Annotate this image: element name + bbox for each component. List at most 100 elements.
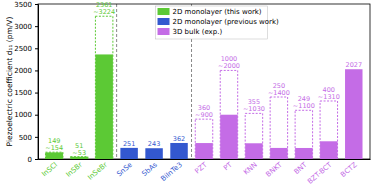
data-label: 251 [123, 140, 135, 148]
x-tick: SnSe [115, 159, 134, 178]
x-tick: KNN [242, 159, 259, 177]
bar [145, 148, 162, 159]
data-label: 243 [148, 140, 160, 148]
data-label: ~1100 [293, 102, 315, 110]
x-tick: BNT [293, 159, 310, 176]
y-tick-label: 3000 [14, 23, 32, 31]
legend-swatch [158, 8, 170, 15]
x-tick: BCTZ [339, 159, 359, 179]
bar-upper [95, 16, 112, 159]
data-label: ~2000 [218, 62, 240, 70]
y-tick-mark [35, 159, 38, 160]
y-tick-mark [35, 26, 38, 27]
x-tick-label: BNT [293, 160, 310, 176]
data-label: ~1310 [318, 93, 340, 101]
plot: 0 500 1000 1500 2000 2500 3000 3500 InSCl InSBrIn… [14, 1, 370, 186]
y-tick-mark [35, 4, 38, 5]
y-tick-label: 1500 [14, 89, 32, 97]
bar [320, 141, 337, 159]
y-tick: 2500 [14, 45, 38, 53]
y-tick-mark [35, 137, 38, 138]
data-label: ~900 [195, 111, 213, 119]
chart: 0 500 1000 1500 2000 2500 3000 3500 InSCl InSBrIn… [0, 0, 373, 189]
x-tick-label: BCTZ [339, 161, 359, 179]
y-tick-label: 2500 [14, 45, 32, 53]
bar [45, 152, 62, 159]
x-tick: SbAs [140, 159, 159, 178]
legend-swatch [158, 18, 170, 25]
data-labels: 149~15451~532361~3224251243362360~900100… [45, 1, 362, 156]
x-tick-label: PT [222, 160, 234, 172]
bar [170, 143, 187, 159]
bar [120, 148, 137, 159]
y-axis: 0 500 1000 1500 2000 2500 3000 3500 [14, 1, 38, 164]
x-tick-label: BNKT [265, 160, 285, 178]
y-tick: 3000 [14, 23, 38, 31]
y-tick-mark [35, 48, 38, 49]
bar-upper [195, 119, 212, 159]
x-tick-label: InSBr [65, 161, 85, 179]
frame [38, 4, 370, 159]
y-tick-label: 2000 [14, 67, 32, 75]
data-label: ~3224 [93, 8, 115, 16]
x-tick: BNKT [265, 159, 285, 179]
legend-label: 2D monolayer (this work) [173, 8, 262, 16]
data-label: ~154 [45, 144, 63, 152]
x-tick: BZT-BCT [306, 159, 334, 186]
bar [345, 69, 362, 159]
x-tick-label: KNN [242, 161, 259, 177]
bar-upper [45, 152, 62, 159]
x-tick-label: BZT-BCT [306, 160, 334, 185]
x-tick-label: PZT [194, 160, 210, 175]
separator [116, 4, 117, 159]
legend-label: 2D monolayer (previous work) [173, 18, 279, 26]
bar-upper [270, 97, 287, 159]
y-tick: 0 [28, 156, 38, 164]
y-tick: 1000 [14, 111, 38, 119]
y-tick-label: 0 [28, 156, 32, 164]
bar-upper [295, 110, 312, 159]
y-tick-mark [35, 93, 38, 94]
y-tick-label: 500 [19, 134, 32, 142]
bar [195, 143, 212, 159]
data-label: 362 [173, 135, 185, 143]
x-tick-label: SbAs [140, 161, 159, 178]
x-tick-label: InSCl [40, 161, 59, 179]
legend-label: 3D bulk (exp.) [173, 28, 223, 36]
bar [295, 148, 312, 159]
bar [270, 148, 287, 159]
data-label: ~1400 [268, 89, 290, 97]
legend: 2D monolayer (this work) 2D monolayer (pr… [156, 6, 279, 39]
bar [245, 143, 262, 159]
data-label: ~1030 [243, 105, 265, 113]
bar [95, 54, 112, 159]
x-tick-label: InSeBr [86, 161, 109, 182]
y-tick: 2000 [14, 67, 38, 75]
y-tick: 500 [19, 134, 38, 142]
x-axis: InSCl InSBrInSeBr SnSe SbAsBiInTe3 PZT PT KNN B… [39, 159, 371, 186]
bar-upper [320, 101, 337, 159]
x-tick: BiInTe3 [160, 159, 184, 183]
data-label: ~53 [72, 149, 86, 157]
legend-swatch [158, 28, 170, 35]
bar-upper [70, 157, 87, 159]
bar-upper [220, 70, 237, 159]
y-tick-mark [35, 115, 38, 116]
y-axis-title: Piezoelectric coefficient d₁₁ (pm/V) [5, 17, 14, 147]
x-tick: InSCl [40, 159, 59, 178]
data-label: 2027 [346, 61, 363, 69]
bar [220, 115, 237, 159]
x-tick: InSBr [65, 159, 85, 179]
y-tick: 1500 [14, 89, 38, 97]
bar [70, 157, 87, 159]
x-tick: InSeBr [86, 159, 109, 182]
x-tick-label: SnSe [115, 161, 134, 178]
y-tick-mark [35, 70, 38, 71]
bar-upper [245, 113, 262, 159]
y-tick-label: 1000 [14, 111, 32, 119]
y-tick: 3500 [14, 1, 38, 9]
x-tick-label: BiInTe3 [160, 161, 184, 183]
x-tick: PT [222, 159, 234, 172]
x-tick: PZT [194, 159, 210, 175]
y-tick-label: 3500 [14, 1, 32, 9]
